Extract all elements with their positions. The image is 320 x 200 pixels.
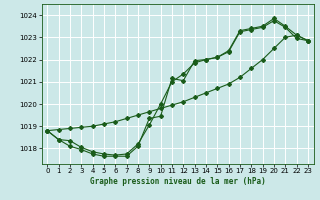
X-axis label: Graphe pression niveau de la mer (hPa): Graphe pression niveau de la mer (hPa) (90, 177, 266, 186)
